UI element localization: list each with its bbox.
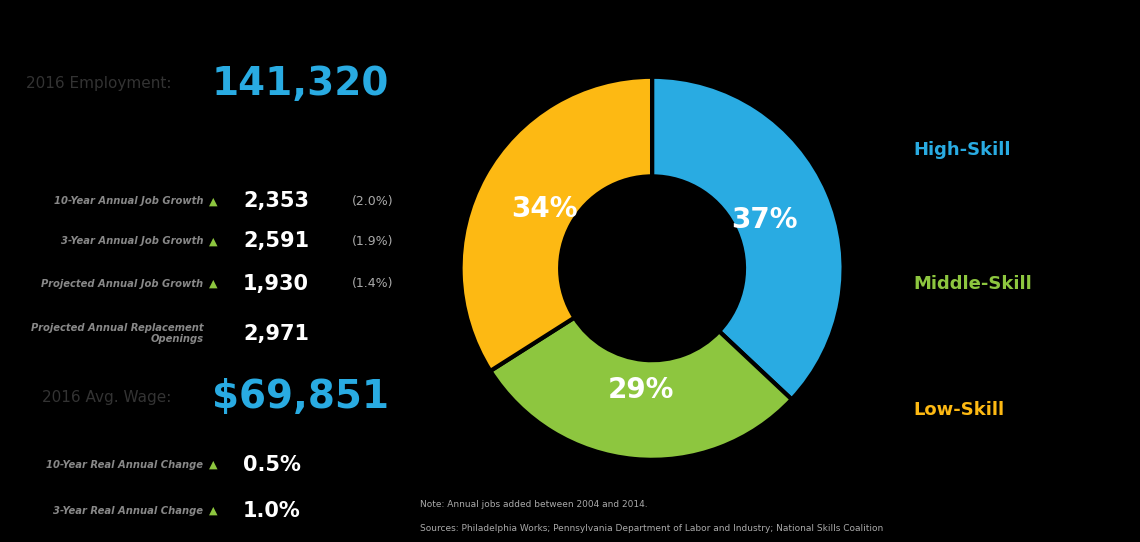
Text: Middle-Skill: Middle-Skill [913,275,1032,293]
Text: 1,930: 1,930 [243,274,309,294]
Text: 2,971: 2,971 [243,324,309,344]
Text: 2016 Avg. Wage:: 2016 Avg. Wage: [42,390,172,405]
Text: High-Skill: High-Skill [913,140,1011,159]
Text: 2,353: 2,353 [243,191,309,211]
Text: 10-Year Real Annual Change: 10-Year Real Annual Change [47,460,203,470]
Text: 10-Year Annual Job Growth: 10-Year Annual Job Growth [54,196,203,206]
Text: 2,591: 2,591 [243,231,309,251]
Text: (2.0%): (2.0%) [352,195,393,208]
Text: Sources: Philadelphia Works; Pennsylvania Department of Labor and Industry; Nati: Sources: Philadelphia Works; Pennsylvani… [420,524,882,533]
Text: (1.4%): (1.4%) [352,277,393,290]
Text: 141,320: 141,320 [212,64,390,102]
Text: ▲: ▲ [210,279,218,289]
Text: Note: Annual jobs added between 2004 and 2014.: Note: Annual jobs added between 2004 and… [420,500,648,508]
Text: 2016 Employment:: 2016 Employment: [26,76,172,91]
Text: 3-Year Annual Job Growth: 3-Year Annual Job Growth [60,236,203,247]
Wedge shape [652,77,844,399]
Text: 34%: 34% [512,195,578,223]
Text: 37%: 37% [732,205,798,234]
Text: ▲: ▲ [210,196,218,206]
Text: ▲: ▲ [210,236,218,247]
Text: Projected Annual Replacement
Openings: Projected Annual Replacement Openings [31,323,203,344]
Text: Projected Annual Job Growth: Projected Annual Job Growth [41,279,203,289]
Text: $69,851: $69,851 [212,378,390,416]
Wedge shape [490,318,791,460]
Text: Low-Skill: Low-Skill [913,401,1004,419]
Text: ▲: ▲ [210,460,218,470]
Text: (1.9%): (1.9%) [352,235,393,248]
Text: 29%: 29% [608,376,674,404]
Text: 0.5%: 0.5% [243,455,301,475]
Text: ▲: ▲ [210,506,218,515]
Wedge shape [461,77,652,371]
Text: 1.0%: 1.0% [243,501,301,521]
Text: 3-Year Real Annual Change: 3-Year Real Annual Change [54,506,203,515]
